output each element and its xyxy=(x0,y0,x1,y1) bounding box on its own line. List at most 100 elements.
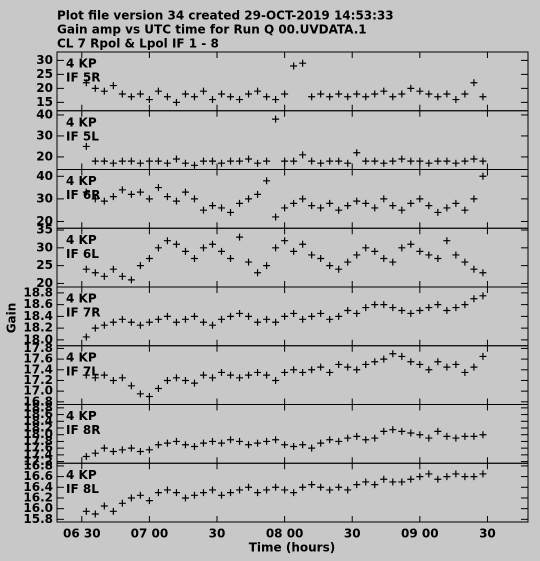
marker xyxy=(407,358,415,366)
marker xyxy=(272,483,280,491)
marker xyxy=(380,355,388,363)
marker xyxy=(407,240,415,248)
marker xyxy=(208,96,216,104)
marker xyxy=(254,87,262,95)
marker xyxy=(154,184,162,192)
marker xyxy=(407,309,415,317)
y-tick-label: 16.2 xyxy=(23,490,53,504)
marker xyxy=(91,449,99,457)
marker xyxy=(434,93,442,101)
marker xyxy=(470,79,478,87)
marker xyxy=(335,360,343,368)
marker xyxy=(479,431,487,439)
marker xyxy=(299,59,307,67)
marker xyxy=(236,199,244,207)
marker xyxy=(299,195,307,203)
y-tick-label: 18.2 xyxy=(23,421,53,435)
marker xyxy=(281,441,289,449)
x-tick-label: 09 00 xyxy=(401,527,439,541)
marker xyxy=(443,307,451,314)
marker xyxy=(353,90,361,98)
marker xyxy=(227,255,235,263)
marker xyxy=(154,489,162,497)
marker xyxy=(199,439,207,447)
marker xyxy=(362,304,370,312)
marker xyxy=(389,478,397,486)
marker xyxy=(163,93,171,101)
marker xyxy=(398,307,406,314)
marker xyxy=(254,269,262,277)
marker xyxy=(199,206,207,214)
marker xyxy=(326,436,334,444)
marker xyxy=(227,157,235,165)
marker xyxy=(82,79,90,87)
marker xyxy=(317,159,325,167)
marker xyxy=(190,255,198,263)
marker xyxy=(181,441,189,449)
marker xyxy=(398,90,406,98)
marker xyxy=(308,251,316,259)
y-tick-label: 40 xyxy=(36,107,53,121)
marker xyxy=(263,371,271,379)
marker xyxy=(380,87,388,95)
marker xyxy=(470,432,478,440)
marker xyxy=(290,366,298,374)
marker xyxy=(172,437,180,445)
marker xyxy=(452,360,460,368)
marker xyxy=(91,269,99,277)
marker xyxy=(190,195,198,203)
marker xyxy=(380,301,388,309)
marker xyxy=(208,321,216,329)
y-tick-label: 18.6 xyxy=(23,407,53,421)
marker xyxy=(172,197,180,205)
marker xyxy=(434,208,442,216)
y-tick-label: 17.4 xyxy=(23,362,53,376)
marker xyxy=(425,304,433,312)
marker xyxy=(254,190,262,198)
y-tick-label: 17.4 xyxy=(23,447,53,461)
marker xyxy=(416,87,424,95)
panel-annotation: IF 5L xyxy=(66,129,99,143)
panel-annotation: IF 8L xyxy=(66,482,99,496)
panel-annotation: 4 KP xyxy=(66,174,97,188)
panel-annotation: 4 KP xyxy=(66,233,97,247)
marker xyxy=(389,202,397,210)
y-tick-label: 16.8 xyxy=(23,394,53,408)
marker xyxy=(154,441,162,449)
marker xyxy=(434,157,442,165)
marker xyxy=(452,434,460,442)
marker xyxy=(245,90,253,98)
title-line: CL 7 Rpol & Lpol IF 1 - 8 xyxy=(57,37,219,51)
marker xyxy=(199,371,207,379)
panel-annotation: 4 KP xyxy=(66,350,97,364)
marker xyxy=(299,315,307,323)
y-tick-label: 18.8 xyxy=(23,400,53,414)
marker xyxy=(254,368,262,376)
y-tick-label: 17.8 xyxy=(23,434,53,448)
marker xyxy=(443,204,451,212)
panel-frame xyxy=(56,462,529,523)
marker xyxy=(281,312,289,320)
marker xyxy=(254,318,262,326)
marker xyxy=(281,486,289,494)
x-axis-label: Time (hours) xyxy=(249,541,335,555)
marker xyxy=(136,390,144,398)
marker xyxy=(452,304,460,312)
y-tick-label: 17.6 xyxy=(23,441,53,455)
y-tick-label: 17.6 xyxy=(23,352,53,366)
marker xyxy=(254,159,262,167)
title-line: Gain amp vs UTC time for Run Q 00.UVDATA… xyxy=(57,23,367,37)
marker xyxy=(371,157,379,165)
marker xyxy=(371,434,379,442)
marker xyxy=(82,507,90,515)
marker xyxy=(190,93,198,101)
marker xyxy=(118,446,126,454)
marker xyxy=(344,486,352,494)
marker xyxy=(335,483,343,491)
marker xyxy=(236,374,244,382)
marker xyxy=(145,446,153,454)
marker xyxy=(245,155,253,163)
marker xyxy=(290,489,298,497)
marker xyxy=(163,159,171,167)
